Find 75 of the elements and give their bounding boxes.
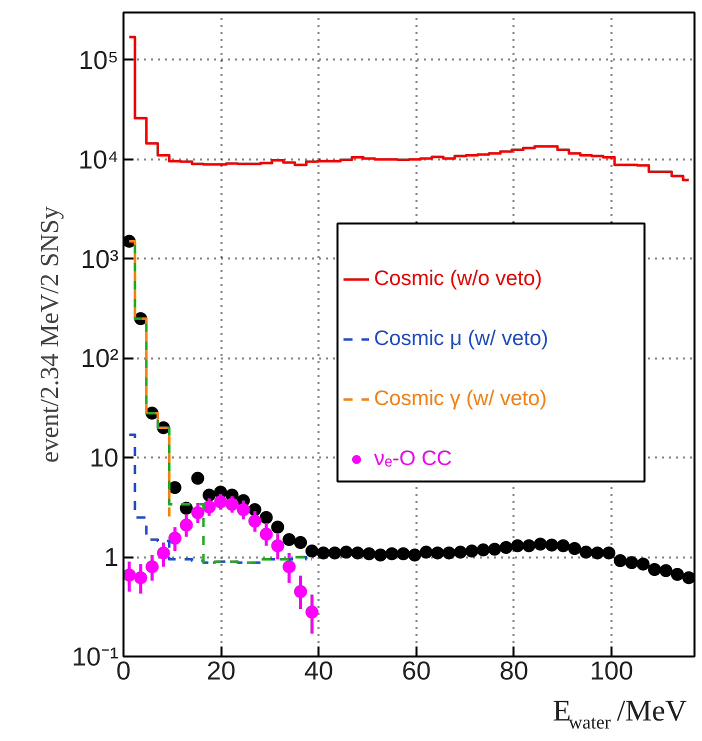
y-axis-title: event/2.34 MeV/2 SNSy — [34, 206, 64, 463]
y-tick-label: 1 — [104, 542, 119, 572]
legend-label: Cosmic μ (w/ veto) — [374, 327, 548, 351]
point — [124, 568, 136, 582]
x-tick-label: 100 — [590, 656, 634, 686]
point — [625, 556, 638, 570]
point — [431, 546, 444, 560]
y-tick-label: 10 — [90, 442, 118, 473]
point — [396, 547, 410, 560]
point — [202, 500, 216, 514]
y-tick-label: 10⁵ — [78, 44, 119, 75]
point — [374, 548, 387, 562]
point — [648, 563, 662, 576]
point — [340, 546, 353, 559]
point — [385, 547, 398, 560]
point — [568, 542, 582, 555]
x-tick-label: 60 — [402, 656, 431, 686]
point — [545, 538, 558, 552]
point — [305, 544, 318, 558]
point — [408, 548, 422, 562]
point — [556, 539, 570, 552]
y-tick-label: 10² — [80, 343, 119, 374]
point — [248, 514, 262, 528]
point — [454, 546, 467, 559]
point — [420, 546, 433, 559]
x-tick-label: 40 — [304, 656, 334, 686]
point — [236, 503, 250, 516]
point — [636, 558, 650, 571]
point — [282, 560, 296, 574]
point — [156, 546, 170, 560]
point — [180, 518, 193, 532]
point — [602, 546, 616, 560]
legend-label: Cosmic (w/o veto) — [374, 267, 542, 291]
point — [316, 546, 330, 560]
point — [522, 539, 536, 552]
point — [168, 481, 182, 494]
y-tick-label: 10³ — [80, 244, 119, 274]
point — [168, 532, 182, 545]
x-tick-label: 20 — [206, 656, 236, 686]
x-tick-label: 80 — [499, 656, 528, 686]
point — [294, 585, 308, 598]
point — [271, 520, 284, 534]
point — [134, 571, 148, 584]
point — [442, 546, 456, 560]
point — [670, 568, 684, 581]
point — [580, 546, 593, 559]
x-tick-label: 0 — [116, 656, 131, 686]
point — [362, 547, 376, 560]
legend-label: νₑ-O CC — [374, 447, 452, 471]
point — [682, 571, 694, 584]
point — [534, 538, 547, 551]
point — [590, 546, 604, 560]
point — [225, 498, 238, 511]
point — [305, 606, 318, 619]
point — [271, 539, 284, 552]
point — [260, 511, 273, 524]
point — [294, 536, 308, 550]
point — [214, 495, 228, 508]
point — [510, 539, 524, 552]
point — [488, 542, 502, 556]
point — [328, 546, 342, 560]
point — [465, 544, 478, 558]
point — [476, 543, 490, 556]
y-tick-label: 10⁴ — [78, 144, 118, 174]
legend-label: Cosmic γ (w/ veto) — [374, 387, 547, 411]
point — [146, 560, 159, 574]
point — [260, 528, 273, 541]
point — [659, 564, 672, 578]
point — [500, 540, 513, 554]
point — [282, 533, 296, 546]
point — [191, 506, 204, 520]
point — [191, 472, 204, 485]
point — [351, 546, 364, 560]
point — [202, 488, 216, 502]
point — [614, 554, 627, 568]
